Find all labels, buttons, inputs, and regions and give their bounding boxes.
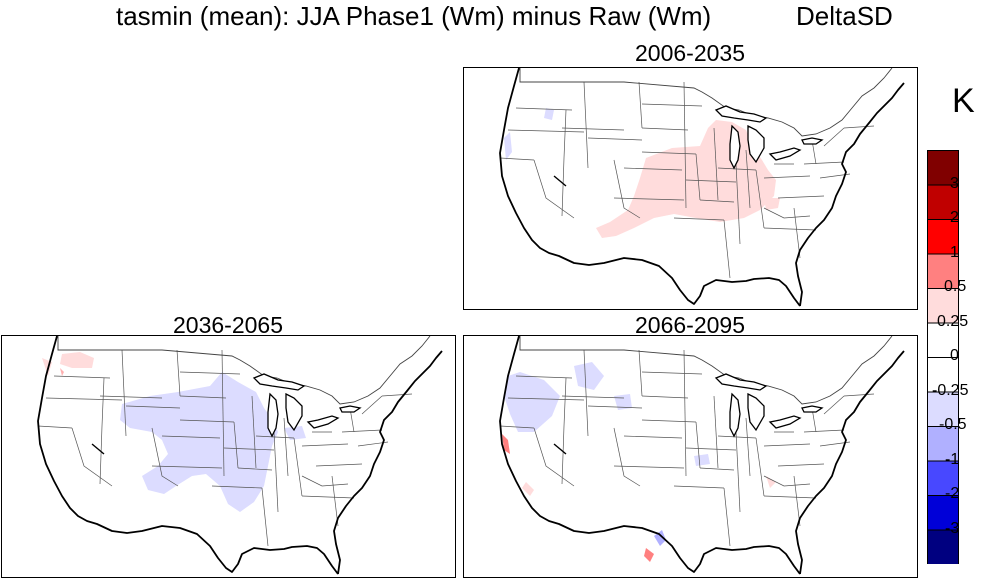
colorbar-band (927, 150, 959, 186)
colorbar-band (927, 288, 959, 324)
colorbar-band (927, 357, 959, 393)
anomaly-field (502, 362, 776, 562)
colorbar-label: 0.5 (944, 278, 967, 295)
units-label: K (952, 82, 975, 120)
map-panel-2066-2095 (463, 335, 918, 578)
colorbar-label: -1 (945, 450, 960, 468)
panel-title-2006-2035: 2006-2035 (635, 40, 745, 66)
canada-border (519, 68, 893, 137)
state-boundaries (37, 349, 413, 547)
figure-title: tasmin (mean): JJA Phase1 (Wm) minus Raw… (0, 1, 1005, 33)
colorbar (927, 150, 959, 564)
colorbar-label: 0 (950, 347, 959, 364)
coastline (499, 336, 905, 575)
map-panel-2006-2035 (463, 67, 918, 310)
colorbar-band (927, 184, 959, 220)
colorbar-label: -2 (945, 485, 960, 502)
colorbar-label: -3 (945, 519, 960, 537)
colorbar-band (927, 529, 959, 564)
canada-border (519, 336, 893, 405)
colorbar-label: 1 (950, 243, 959, 261)
colorbar-label: 3 (950, 174, 959, 192)
colorbar-band (927, 253, 959, 289)
panel-title-2066-2095: 2066-2095 (635, 312, 745, 338)
coastline (499, 68, 905, 307)
colorbar-label: 2 (950, 209, 959, 226)
state-boundaries (499, 81, 875, 279)
great-lakes (714, 105, 824, 170)
colorbar-label: 0.25 (937, 312, 969, 330)
map-panel-2036-2065 (1, 335, 456, 578)
colorbar-label: -0.5 (939, 416, 967, 433)
colorbar-band (927, 460, 959, 496)
canada-border (57, 336, 431, 405)
salton-outline (91, 443, 105, 455)
salton-outline (553, 443, 567, 455)
colorbar-label: -0.25 (932, 381, 969, 399)
colorbar-band (927, 322, 959, 358)
state-boundaries (499, 349, 875, 547)
great-lakes (714, 373, 824, 438)
coastline (37, 336, 443, 575)
great-lakes (252, 373, 362, 438)
salton-outline (553, 175, 567, 187)
title-method: DeltaSD (796, 1, 893, 31)
panel-title-2036-2065: 2036-2065 (173, 312, 283, 338)
title-main: tasmin (mean): JJA Phase1 (Wm) minus Raw… (116, 1, 712, 31)
colorbar-band (927, 391, 959, 427)
